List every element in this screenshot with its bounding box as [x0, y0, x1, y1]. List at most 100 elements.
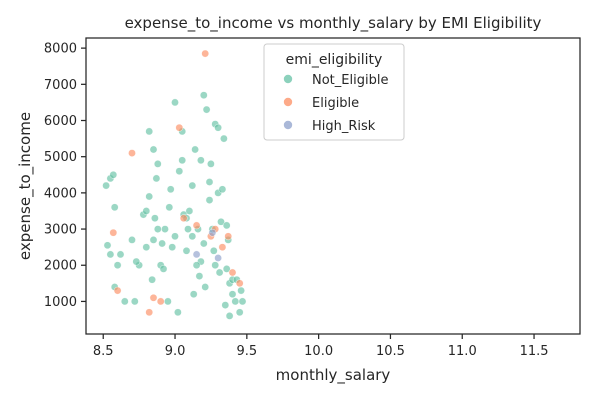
point-not-eligible — [207, 160, 215, 168]
legend-items: Not_Eligible Eligible High_Risk — [283, 73, 388, 134]
point-not-eligible — [188, 181, 197, 190]
point-not-eligible — [149, 236, 158, 244]
point-not-eligible — [184, 225, 192, 233]
point-not-eligible — [235, 308, 244, 317]
point-not-eligible — [238, 297, 247, 306]
x-tick-label: 10.0 — [304, 344, 333, 359]
point-not-eligible — [145, 127, 154, 136]
legend: emi_eligibility Not_Eligible Eligible High… — [263, 43, 405, 141]
legend-box — [263, 43, 405, 141]
point-high-risk — [192, 250, 201, 259]
point-high-risk — [214, 254, 222, 262]
point-not-eligible — [197, 156, 205, 165]
point-not-eligible — [202, 105, 211, 114]
point-not-eligible — [191, 145, 199, 154]
y-tick-label: 8000 — [44, 42, 77, 57]
point-not-eligible — [153, 160, 162, 168]
point-not-eligible — [220, 134, 228, 143]
point-not-eligible — [165, 203, 174, 212]
legend-marker — [283, 120, 293, 130]
point-eligible — [128, 149, 136, 157]
point-not-eligible — [130, 297, 139, 306]
point-eligible — [179, 214, 188, 223]
chart-title: expense_to_income vs monthly_salary by E… — [125, 14, 542, 33]
legend-label: Not_Eligible — [312, 73, 388, 88]
point-not-eligible — [189, 290, 198, 299]
point-not-eligible — [158, 239, 166, 248]
point-not-eligible — [132, 257, 141, 266]
point-not-eligible — [171, 232, 179, 241]
point-eligible — [224, 232, 233, 241]
point-not-eligible — [188, 232, 197, 241]
point-not-eligible — [110, 203, 119, 212]
point-not-eligible — [168, 243, 177, 252]
x-tick-label: 9.0 — [165, 344, 186, 359]
point-not-eligible — [152, 174, 161, 183]
y-tick-label: 1000 — [44, 295, 77, 310]
point-not-eligible — [205, 196, 214, 204]
point-not-eligible — [178, 156, 187, 165]
point-not-eligible — [199, 239, 208, 248]
point-not-eligible — [174, 308, 182, 317]
point-not-eligible — [228, 290, 237, 299]
point-not-eligible — [128, 236, 136, 244]
y-tick-label: 6000 — [44, 114, 77, 129]
point-not-eligible — [166, 185, 175, 194]
point-not-eligible — [153, 225, 162, 233]
point-eligible — [149, 293, 158, 302]
point-high-risk — [208, 228, 217, 237]
point-not-eligible — [214, 123, 222, 132]
point-not-eligible — [151, 214, 159, 223]
point-not-eligible — [142, 243, 151, 252]
point-eligible — [228, 268, 237, 277]
point-eligible — [218, 243, 227, 252]
point-not-eligible — [113, 261, 122, 270]
point-not-eligible — [182, 246, 191, 255]
point-not-eligible — [148, 275, 156, 284]
point-not-eligible — [217, 217, 225, 226]
point-not-eligible — [102, 181, 110, 190]
point-not-eligible — [109, 170, 118, 179]
point-eligible — [235, 279, 244, 288]
y-tick-label: 4000 — [44, 186, 77, 201]
legend-label: High_Risk — [312, 119, 376, 134]
point-not-eligible — [106, 250, 115, 259]
point-not-eligible — [142, 207, 151, 215]
point-not-eligible — [221, 301, 230, 309]
y-tick-label: 7000 — [44, 78, 77, 93]
x-axis: 8.5 9.0 9.5 10.0 10.5 11.0 11.5 — [93, 334, 549, 359]
y-tick-label: 3000 — [44, 223, 77, 238]
x-tick-label: 9.5 — [236, 344, 257, 359]
point-not-eligible — [185, 207, 194, 215]
y-tick-label: 2000 — [44, 259, 77, 274]
point-not-eligible — [211, 261, 220, 270]
point-not-eligible — [171, 98, 179, 107]
point-not-eligible — [164, 297, 172, 306]
point-not-eligible — [175, 167, 184, 176]
point-not-eligible — [116, 250, 125, 259]
point-eligible — [192, 221, 201, 230]
point-not-eligible — [225, 312, 234, 320]
x-tick-label: 10.5 — [376, 344, 405, 359]
plot-frame — [85, 37, 581, 335]
y-tick-label: 5000 — [44, 150, 77, 165]
point-not-eligible — [192, 261, 201, 270]
point-not-eligible — [215, 268, 224, 277]
point-not-eligible — [231, 297, 240, 306]
point-not-eligible — [209, 246, 218, 255]
point-not-eligible — [199, 91, 208, 100]
x-axis-label: monthly_salary — [276, 366, 391, 385]
point-not-eligible — [205, 178, 214, 186]
point-eligible — [175, 123, 184, 132]
point-not-eligible — [159, 265, 168, 273]
x-tick-label: 8.5 — [93, 344, 114, 359]
point-not-eligible — [120, 297, 129, 306]
legend-label: Eligible — [312, 96, 359, 111]
point-eligible — [201, 49, 210, 58]
x-tick-label: 11.5 — [520, 344, 549, 359]
y-axis: 1000 2000 3000 4000 5000 6000 7000 8000 — [44, 42, 86, 310]
x-tick-label: 11.0 — [448, 344, 477, 359]
point-not-eligible — [201, 283, 210, 291]
point-eligible — [109, 228, 118, 237]
